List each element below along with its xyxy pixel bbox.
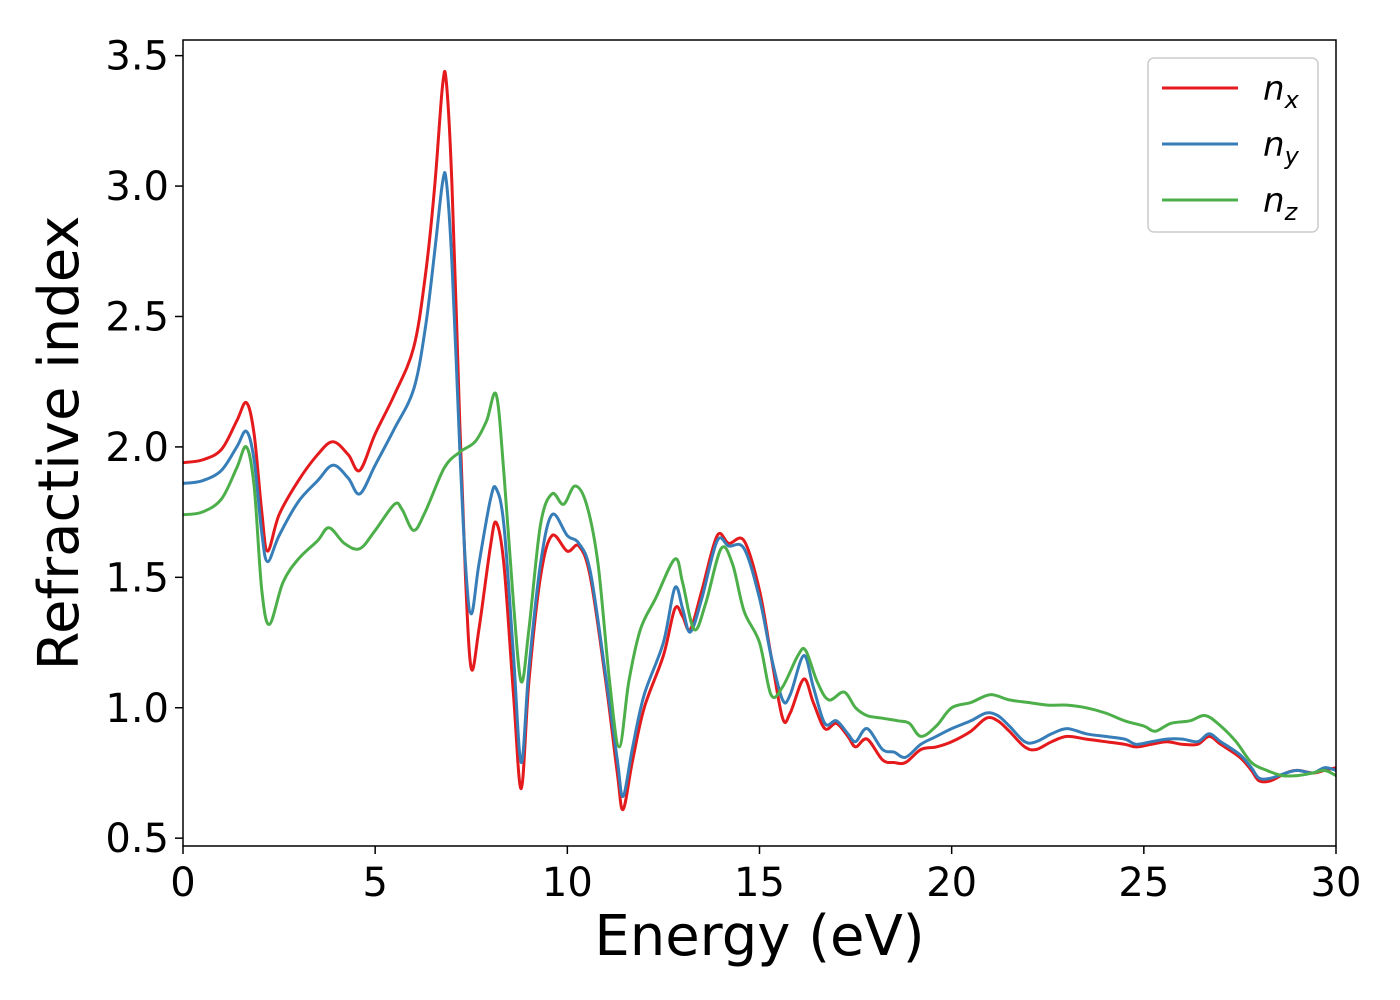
x-axis-label: Energy (eV) — [594, 904, 924, 969]
x-tick-label: 0 — [170, 860, 195, 906]
x-tick-label: 15 — [734, 860, 785, 906]
x-tick-label: 10 — [542, 860, 593, 906]
legend-entry-label: ny — [1263, 125, 1300, 170]
y-tick-label: 1.0 — [105, 686, 169, 732]
series-layer — [183, 70, 1336, 812]
y-tick-label: 2.0 — [105, 425, 169, 471]
x-tick-label: 20 — [926, 860, 977, 906]
series-line-ny — [183, 171, 1336, 798]
y-tick-label: 3.5 — [105, 34, 169, 80]
x-tick-label: 5 — [362, 860, 387, 906]
legend-entry-label: nx — [1263, 69, 1300, 114]
legend-entry-label: nz — [1263, 181, 1299, 226]
x-tick-label: 30 — [1311, 860, 1362, 906]
x-tick-label: 25 — [1118, 860, 1169, 906]
y-tick-label: 3.0 — [105, 164, 169, 210]
y-tick-label: 1.5 — [105, 555, 169, 601]
series-line-nz — [183, 391, 1336, 778]
ticks-layer: 0 5 10 15 20 25 30 0.5 1.0 1.5 2.0 2.5 3.0 3.5 — [105, 34, 1361, 906]
y-tick-label: 2.5 — [105, 294, 169, 340]
y-tick-label: 0.5 — [105, 816, 169, 862]
y-axis-label: Refractive index — [27, 216, 92, 671]
legend: nx ny nz — [1147, 57, 1319, 233]
